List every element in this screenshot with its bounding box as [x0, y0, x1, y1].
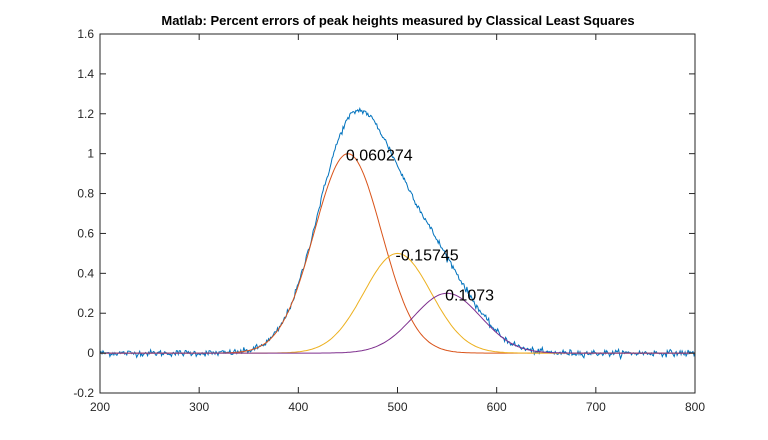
- plot-frame: [99, 33, 696, 394]
- y-tick-label: 1: [87, 147, 94, 161]
- y-tick-label: 1.2: [77, 107, 94, 121]
- y-axis: -0.2 0 0.2 0.4 0.6 0.8 1 1.2 1.4 1.6: [73, 27, 695, 400]
- series-line-peak-3: [100, 292, 695, 354]
- y-tick-label: 1.6: [77, 27, 94, 41]
- y-tick-label: 0.6: [77, 226, 94, 240]
- y-tick-label: -0.2: [73, 386, 94, 400]
- annotation-layer: 0.060274 -0.15745 0.1073: [346, 148, 494, 305]
- peak-error-annotation: 0.060274: [346, 148, 413, 165]
- x-tick-label: 500: [387, 400, 407, 414]
- x-tick-label: 200: [90, 400, 110, 414]
- series-layer: [99, 107, 696, 361]
- peak-error-annotation: 0.1073: [445, 287, 494, 304]
- y-tick-label: 0.2: [77, 306, 94, 320]
- chart-title: Matlab: Percent errors of peak heights m…: [161, 13, 634, 28]
- series-line-measured: [99, 107, 696, 361]
- series-line-peak-2: [100, 252, 695, 354]
- x-tick-label: 300: [189, 400, 209, 414]
- x-tick-label: 600: [487, 400, 507, 414]
- y-tick-label: 0: [87, 346, 94, 360]
- y-tick-label: 0.4: [77, 266, 94, 280]
- x-tick-label: 700: [586, 400, 606, 414]
- x-tick-label: 800: [685, 400, 705, 414]
- y-tick-label: 1.4: [77, 67, 94, 81]
- y-tick-label: 0.8: [77, 187, 94, 201]
- peak-error-annotation: -0.15745: [396, 247, 459, 264]
- x-tick-label: 400: [288, 400, 308, 414]
- x-axis: 200 300 400 500 600 700 800: [90, 34, 705, 414]
